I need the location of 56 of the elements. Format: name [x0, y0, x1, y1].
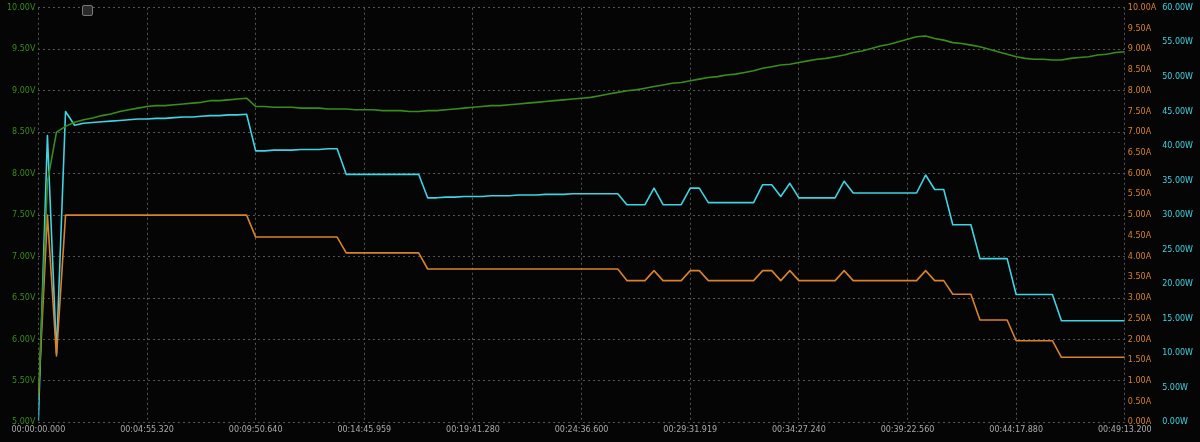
y2-tick-label: 9.00A — [1127, 44, 1152, 54]
y3-tick-label: 25.00W — [1162, 244, 1194, 254]
y3-tick-label: 0.00W — [1162, 417, 1188, 427]
x-tick-label: 00:04:55.320 — [120, 425, 174, 435]
y3-tick-label: 60.00W — [1162, 2, 1194, 12]
y2-tick-label: 3.50A — [1127, 272, 1152, 282]
x-tick-label: 00:00:00.000 — [11, 425, 66, 435]
y2-tick-label: 7.00A — [1127, 127, 1152, 137]
y2-tick-label: 8.00A — [1127, 85, 1152, 95]
y3-tick-label: 5.00W — [1162, 382, 1188, 392]
y2-tick-label: 10.00A — [1127, 2, 1157, 12]
y-tick-label: 6.50V — [12, 293, 36, 303]
y3-tick-label: 15.00W — [1162, 313, 1194, 323]
y3-tick-label: 10.00W — [1162, 348, 1194, 358]
y2-tick-label: 0.00A — [1127, 417, 1152, 427]
y2-tick-label: 9.50A — [1127, 23, 1152, 33]
y-tick-label: 8.50V — [12, 127, 36, 137]
y2-tick-label: 2.50A — [1127, 313, 1152, 323]
x-tick-label: 00:34:27.240 — [772, 425, 826, 435]
y2-tick-label: 0.50A — [1127, 396, 1152, 406]
y2-tick-label: 3.00A — [1127, 293, 1152, 303]
y-tick-label: 9.00V — [12, 85, 36, 95]
y2-tick-label: 6.50A — [1127, 147, 1152, 157]
y3-tick-label: 50.00W — [1162, 71, 1194, 81]
y2-tick-label: 4.00A — [1127, 251, 1152, 261]
y2-tick-label: 1.00A — [1127, 376, 1152, 386]
y-tick-label: 5.50V — [12, 376, 36, 386]
x-tick-label: 00:14:45.959 — [337, 425, 392, 435]
x-tick-label: 00:19:41.280 — [446, 425, 500, 435]
y3-tick-label: 30.00W — [1162, 210, 1194, 220]
y3-tick-label: 35.00W — [1162, 175, 1194, 185]
y-tick-label: 9.50V — [12, 44, 36, 54]
y2-tick-label: 7.50A — [1127, 106, 1152, 116]
y3-tick-label: 45.00W — [1162, 106, 1194, 116]
y2-tick-label: 2.00A — [1127, 334, 1152, 344]
y2-tick-label: 5.00A — [1127, 210, 1152, 220]
y-tick-label: 7.50V — [12, 210, 36, 220]
y3-tick-label: 40.00W — [1162, 141, 1194, 151]
y2-tick-label: 8.50A — [1127, 65, 1152, 75]
y2-tick-label: 5.50A — [1127, 189, 1152, 199]
y-tick-label: 5.00V — [12, 417, 36, 427]
y2-tick-label: 6.00A — [1127, 168, 1152, 178]
y2-tick-label: 4.50A — [1127, 230, 1152, 240]
y3-tick-label: 55.00W — [1162, 37, 1194, 47]
y-tick-label: 6.00V — [12, 334, 36, 344]
y2-tick-label: 1.50A — [1127, 355, 1152, 365]
y-tick-label: 8.00V — [12, 168, 36, 178]
x-tick-label: 00:44:17.880 — [989, 425, 1044, 435]
x-tick-label: 00:29:31.919 — [663, 425, 718, 435]
y-tick-label: 10.00V — [7, 2, 36, 12]
x-tick-label: 00:24:36.600 — [554, 425, 609, 435]
x-tick-label: 00:39:22.560 — [880, 425, 935, 435]
x-tick-label: 00:09:50.640 — [228, 425, 283, 435]
x-tick-label: 00:49:13.200 — [1097, 425, 1152, 435]
y3-tick-label: 20.00W — [1162, 279, 1194, 289]
y-tick-label: 7.00V — [12, 251, 36, 261]
